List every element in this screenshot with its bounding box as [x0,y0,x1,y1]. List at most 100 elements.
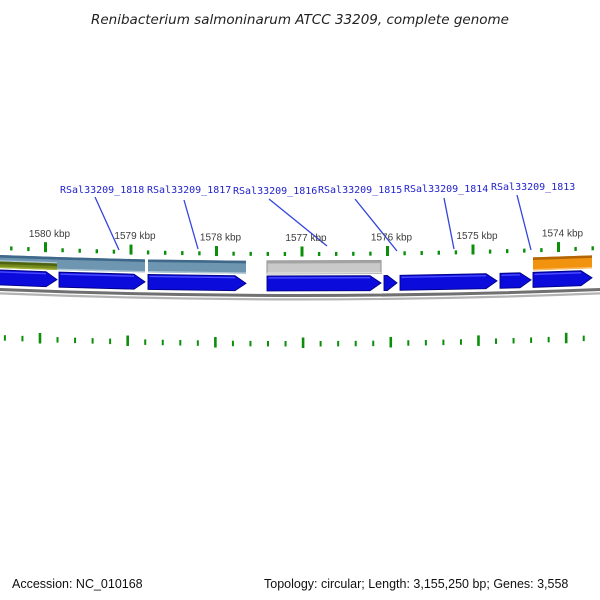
ruler-tick-major [386,245,389,256]
gene-arrow[interactable] [399,273,498,291]
ruler-tick-minor [161,339,164,346]
ruler-tick-minor [506,249,509,254]
gene-arrow[interactable] [147,274,247,292]
ruler-tick-minor [352,251,355,256]
kbp-label: 1576 kbp [371,232,413,243]
ruler-tick-minor [582,335,585,342]
ruler-tick-minor [198,251,201,256]
ruler-tick-minor [231,340,234,347]
ruler-tick-minor [95,249,98,254]
backbone-line-dark [0,288,600,297]
gene-label[interactable]: RSal33209_1817 [147,185,231,196]
ruler-tick-minor [591,246,594,251]
gene-arrow-highlight [0,271,47,275]
gene-arrow[interactable] [532,270,593,288]
gene-arrow[interactable] [383,275,398,291]
leader-line [94,196,120,251]
ruler-tick-major [477,335,480,346]
ruler-tick-minor [266,251,269,256]
leader-line [516,194,532,251]
kbp-label: 1577 kbp [285,233,327,244]
ruler-tick-minor [319,340,322,347]
ruler-tick-minor [454,250,458,255]
ruler-tick-minor [335,251,338,256]
category-bar-lite [0,260,57,264]
ruler-tick-minor [488,249,492,254]
genome-title: Renibacterium salmoninarum ATCC 33209, c… [91,12,509,28]
leader-line [443,197,455,250]
ruler-tick-minor [249,251,252,256]
leader-lines [94,194,532,252]
leader-line [354,198,398,252]
ruler-tick-minor [61,248,64,253]
ruler-tick-major [38,332,42,344]
category-bar-lite [533,266,592,271]
backbone [0,288,600,301]
kbp-labels: 1580 kbp 1579 kbp 1578 kbp 1577 kbp 1576 kbp… [29,228,584,244]
gene-arrow[interactable] [499,272,532,289]
ruler-tick-minor [523,248,526,253]
ruler-tick-major [126,335,129,347]
gene-label[interactable]: RSal33209_1813 [491,182,575,193]
ruler-tick-minor [512,337,515,344]
ruler-tick-minor [27,247,30,252]
ruler-tick-major [214,337,217,348]
ruler-tick-minor [530,337,533,343]
category-bar-edge [0,261,57,267]
kbp-label: 1574 kbp [542,228,584,239]
ruler-tick-major [301,337,305,348]
ruler-tick-minor [407,340,410,346]
ruler-tick-minor [437,250,440,255]
ruler-tick-minor [56,337,59,343]
gene-label[interactable]: RSal33209_1818 [60,185,144,196]
gene-arrow[interactable] [266,275,382,292]
kbp-label: 1580 kbp [29,229,71,240]
gene-label[interactable]: RSal33209_1814 [404,184,488,195]
category-bar-edge [148,259,246,264]
ruler-tick-minor [146,250,150,255]
ruler-tick-minor [574,246,577,251]
ruler-tick-minor [459,339,462,345]
ruler-tick-minor [112,249,116,254]
gene-label[interactable]: RSal33209_1816 [233,186,317,197]
ruler-tick-minor [354,340,357,347]
ruler-tick-major [564,332,568,344]
ruler-tick-minor [3,335,6,341]
gene-arrow-highlight [401,274,487,279]
ruler-tick-minor [420,251,423,256]
category-bar-lite [148,271,246,274]
category-bar-edge [0,255,57,260]
leader-line [183,199,199,250]
ruler-tick-minor [249,340,252,347]
ruler-tick-minor [267,340,269,347]
gene-label[interactable]: RSal33209_1815 [318,185,402,196]
ruler-tick-minor [181,251,184,256]
top-ruler-ticks [10,242,594,257]
bottom-ruler-ticks [3,332,585,348]
ruler-tick-minor [91,338,94,344]
ruler-tick-minor [196,340,199,346]
ruler-tick-minor [424,339,427,346]
ruler-tick-minor [74,337,77,344]
gene-arrows [0,269,593,292]
ruler-tick-major [557,242,560,253]
ruler-tick-major [44,242,47,253]
ruler-tick-minor [144,339,147,345]
ruler-tick-minor [179,340,182,346]
gene-arrow-highlight [149,275,236,279]
category-bar-edge [57,257,145,262]
ruler-tick-minor [403,251,406,256]
gene-arrow-highlight [501,274,521,277]
ruler-tick-minor [284,340,287,347]
ruler-tick-major [215,246,218,257]
ruler-tick-minor [547,336,550,343]
ruler-tick-minor [232,251,235,256]
ruler-tick-major [300,246,304,257]
gene-arrow-highlight [534,272,582,276]
category-bars [0,255,592,275]
backbone-line-light [0,292,600,301]
gene-arrow-highlight [60,273,135,277]
ruler-tick-minor [78,248,81,253]
